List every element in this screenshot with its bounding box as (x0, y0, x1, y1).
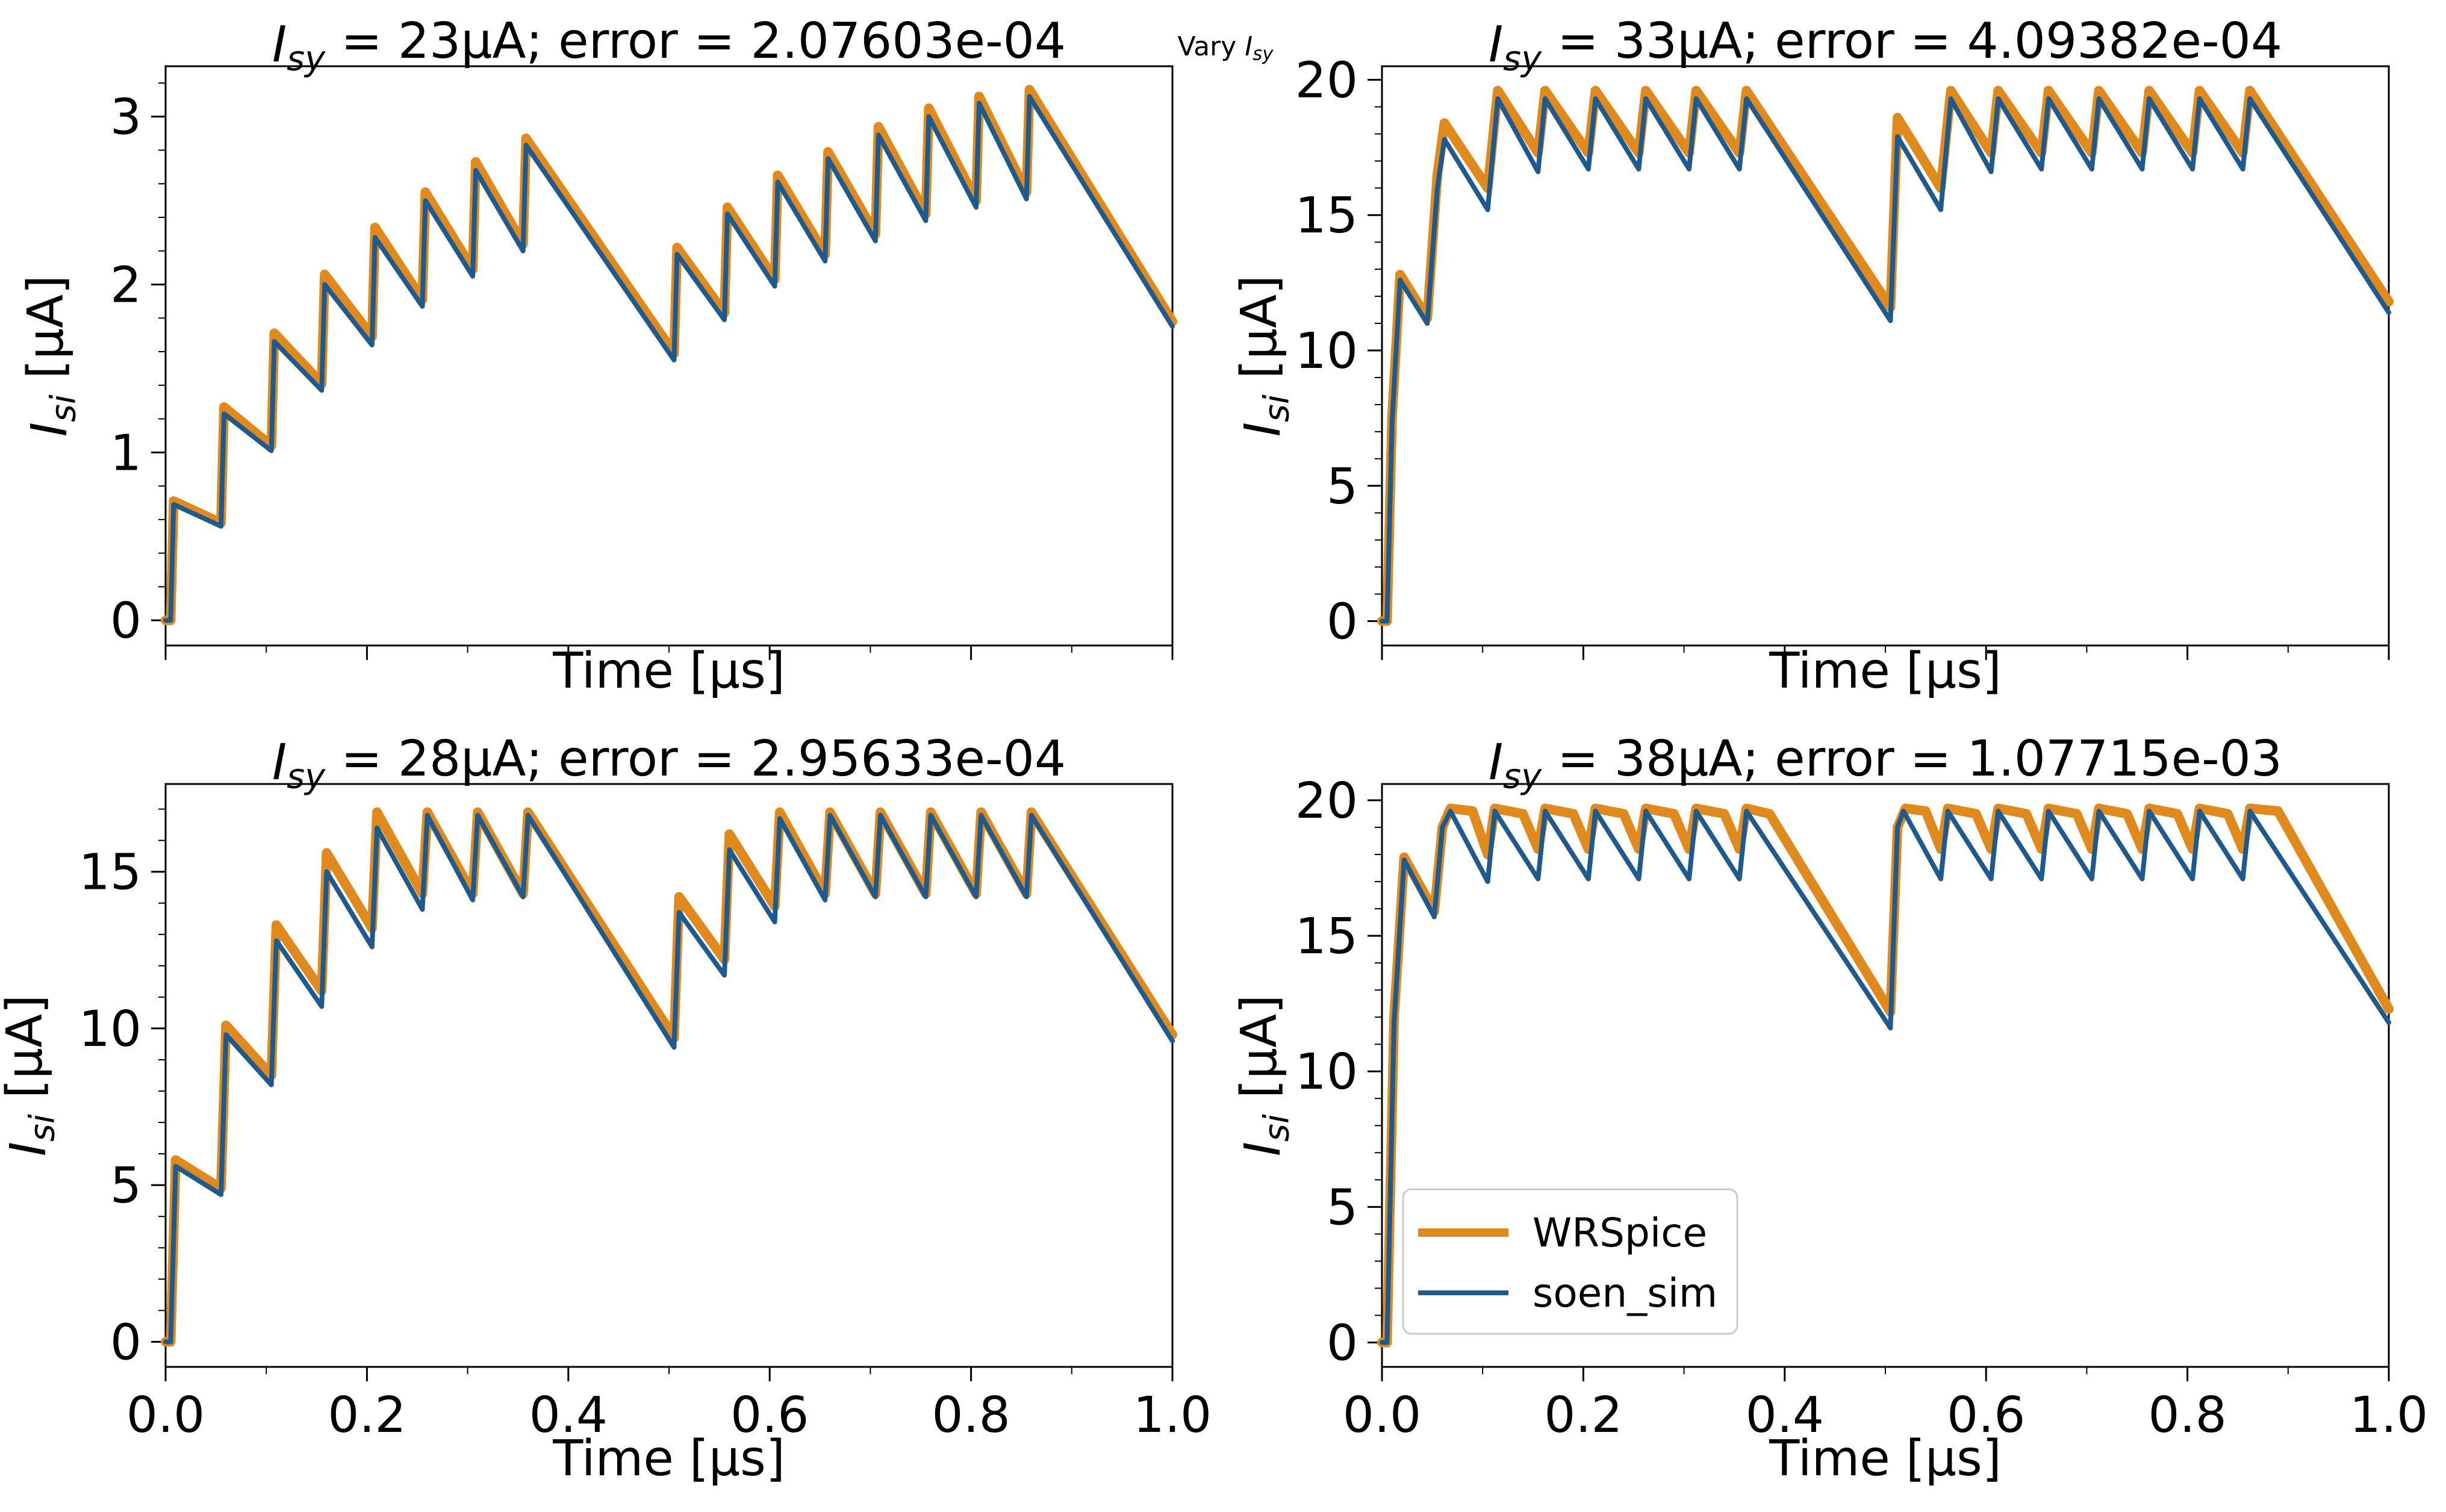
y-tick-label: 0 (110, 1314, 142, 1371)
panel-bottom-right: 0 5 10 15 20 0.0 0.2 0.4 0.6 0.8 1.0 Isy = 38μA; er… (1231, 730, 2428, 1487)
series-line-soen-sim (163, 94, 1175, 623)
x-axis-label: Time [μs] (552, 1430, 785, 1487)
x-tick-label: 0.6 (730, 1387, 809, 1444)
panel-title: Isy = 23μA; error = 2.07603e-04 (272, 13, 1066, 79)
x-axis-label: Time [μs] (1769, 642, 2002, 700)
y-tick-label: 1 (110, 425, 142, 482)
y-tick-label: 10 (1295, 323, 1358, 380)
y-tick-label: 5 (1327, 1179, 1358, 1236)
panel-title: Isy = 28μA; error = 2.95633e-04 (272, 730, 1066, 797)
y-tick-label: 10 (79, 1001, 142, 1058)
legend-entry-label: WRSpice (1533, 1210, 1707, 1256)
series-line-soen-sim (1380, 96, 2391, 624)
legend-box (1402, 1188, 1738, 1335)
y-axis-label: Isi [μA] (1231, 275, 1297, 437)
series-line-soen-sim (163, 813, 1175, 1345)
panel-bottom-left: 0 5 10 15 0.0 0.2 0.4 0.6 0.8 1.0 Isy = 28μA; erro… (0, 730, 1212, 1487)
y-tick-label: 2 (110, 257, 142, 314)
series-line-wrspice (1377, 86, 2394, 626)
y-axis-label: Isi [μA] (17, 275, 84, 437)
y-tick-label: 3 (110, 89, 142, 146)
y-tick-label: 20 (1295, 52, 1358, 109)
y-tick-label: 0 (1327, 594, 1358, 651)
y-tick-label: 15 (1295, 908, 1358, 965)
x-tick-label: 0.0 (1343, 1387, 1421, 1444)
x-tick-label: 1.0 (1133, 1387, 1212, 1444)
y-tick-label: 0 (1327, 1314, 1358, 1372)
x-tick-label: 0.8 (932, 1387, 1010, 1444)
y-axis-label: Isi [μA] (0, 995, 62, 1156)
x-tick-label: 0.2 (1544, 1387, 1622, 1444)
x-tick-label: 0.6 (1947, 1387, 2025, 1444)
axes-frame (164, 783, 1174, 1368)
x-tick-label: 0.4 (1746, 1387, 1824, 1444)
x-tick-label: 0.2 (328, 1387, 406, 1444)
y-tick-label: 5 (110, 1157, 142, 1215)
y-tick-label: 15 (79, 844, 142, 901)
x-tick-label: 0.4 (529, 1387, 608, 1444)
y-tick-label: 0 (110, 593, 142, 650)
figure-suptitle: Vary Isy (1177, 31, 1274, 65)
x-tick-label: 0.8 (2148, 1387, 2226, 1444)
y-tick-label: 20 (1295, 773, 1358, 830)
y-tick-label: 15 (1295, 187, 1358, 244)
panel-title: Isy = 33μA; error = 4.09382e-04 (1489, 13, 2282, 79)
x-axis-label: Time [μs] (1769, 1430, 2002, 1487)
legend-entry-label: soen_sim (1533, 1270, 1717, 1316)
panel-top-right: 0 5 10 15 20 Isy = 33μA; error = 4.09382e-04 T… (1231, 13, 2394, 700)
y-tick-label: 10 (1295, 1044, 1358, 1101)
series-line-soen-sim (1380, 809, 2391, 1345)
y-axis-label: Isi [μA] (1231, 995, 1297, 1156)
panel-title: Isy = 38μA; error = 1.07715e-03 (1489, 730, 2282, 797)
x-axis-label: Time [μs] (552, 642, 785, 700)
panel-top-left: 0 1 2 3 Isy = 23μA; error = 2.07603e-04 Time … (17, 13, 1177, 700)
x-tick-label: 1.0 (2350, 1387, 2428, 1444)
x-tick-label: 0.0 (126, 1387, 205, 1444)
y-tick-label: 5 (1327, 458, 1358, 515)
